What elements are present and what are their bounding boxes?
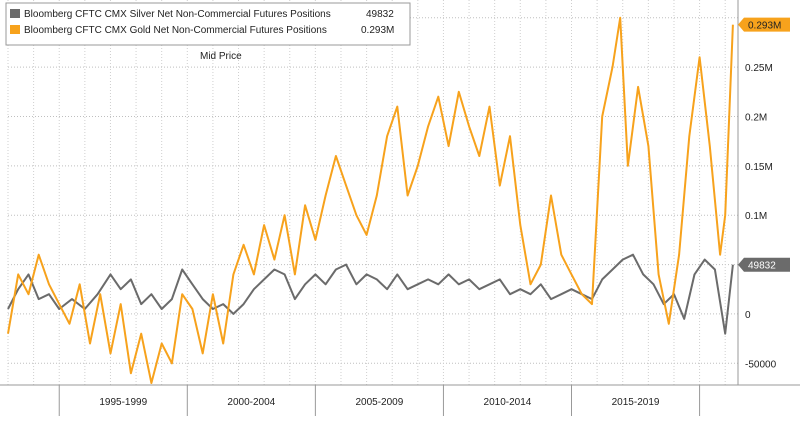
legend-label-gold: Bloomberg CFTC CMX Gold Net Non-Commerci… bbox=[24, 25, 327, 36]
plot-area bbox=[8, 0, 738, 385]
grid-layer bbox=[7, 0, 738, 385]
x-tick-label-4: 2015-2019 bbox=[612, 397, 660, 408]
x-tick-labels: 1995-1999 2000-2004 2005-2009 2010-2014 2015… bbox=[58, 385, 701, 416]
last-value-badge-silver: 49832 bbox=[738, 257, 790, 272]
y-tick-labels: -50000 0 0.1M 0.15M 0.2M 0.25M bbox=[745, 63, 777, 370]
legend-label-silver: Bloomberg CFTC CMX Silver Net Non-Commer… bbox=[24, 9, 331, 20]
legend-swatch-silver bbox=[10, 9, 20, 18]
legend-swatch-gold bbox=[10, 25, 20, 34]
y-tick-label-1: 0 bbox=[745, 310, 751, 321]
y-tick-label-6: 0.25M bbox=[745, 63, 773, 74]
badge-shape-0 bbox=[738, 257, 790, 272]
badge-text-0: 49832 bbox=[748, 261, 776, 272]
legend-value-gold: 0.293M bbox=[361, 25, 394, 36]
badge-text-1: 0.293M bbox=[748, 21, 781, 32]
badge-shape-1 bbox=[738, 17, 790, 32]
legend: Bloomberg CFTC CMX Silver Net Non-Commer… bbox=[5, 2, 411, 46]
last-value-badges: 49832 0.293M bbox=[738, 17, 790, 272]
y-tick-label-3: 0.1M bbox=[745, 211, 767, 222]
y-tick-label-5: 0.2M bbox=[745, 112, 767, 123]
x-tick-label-1: 2000-2004 bbox=[227, 397, 275, 408]
chart-title: Mid Price bbox=[200, 51, 242, 62]
x-tick-label-0: 1995-1999 bbox=[99, 397, 147, 408]
series-line-silver bbox=[7, 253, 734, 335]
legend-value-silver: 49832 bbox=[366, 9, 394, 20]
y-tick-label-0: -50000 bbox=[745, 359, 777, 370]
last-value-badge-gold: 0.293M bbox=[738, 17, 790, 32]
x-tick-label-3: 2010-2014 bbox=[484, 397, 532, 408]
y-tick-label-4: 0.15M bbox=[745, 162, 773, 173]
series-line-gold bbox=[7, 16, 734, 384]
series-layer bbox=[7, 16, 734, 384]
legend-background bbox=[5, 2, 411, 46]
x-tick-label-2: 2005-2009 bbox=[355, 397, 403, 408]
